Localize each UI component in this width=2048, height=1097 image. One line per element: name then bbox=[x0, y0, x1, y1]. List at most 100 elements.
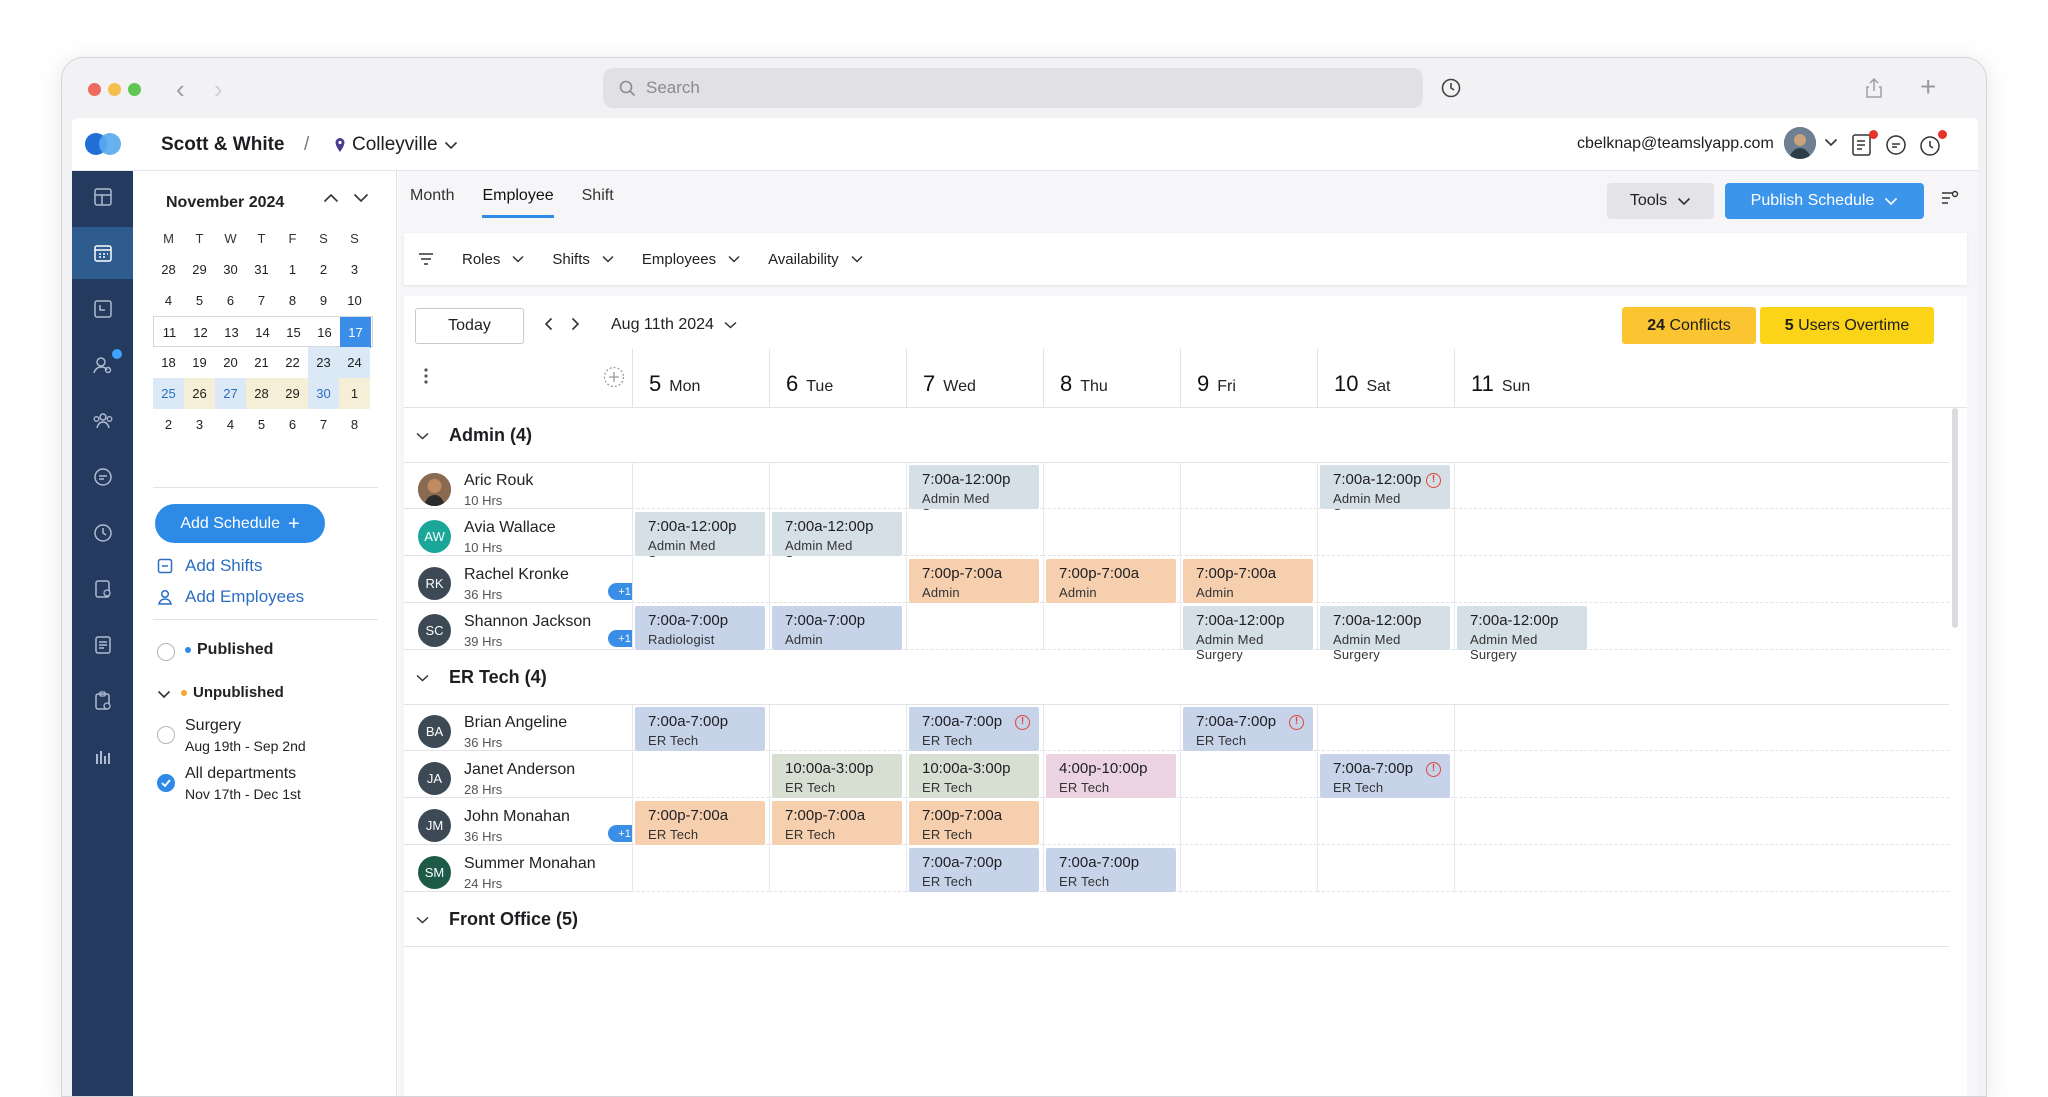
calendar-day[interactable]: 26 bbox=[184, 378, 215, 409]
calendar-day[interactable]: 6 bbox=[226, 293, 235, 308]
shift-block[interactable]: 7:00a-7:00p ER Tech! bbox=[909, 707, 1039, 751]
calendar-day[interactable]: 9 bbox=[319, 293, 328, 308]
calendar-day[interactable]: 4 bbox=[164, 293, 173, 308]
nav-messages[interactable] bbox=[72, 451, 133, 503]
day-cell[interactable] bbox=[1317, 846, 1454, 892]
add-circle-icon[interactable] bbox=[603, 366, 625, 388]
employee-name[interactable]: Aric Rouk bbox=[464, 472, 534, 489]
unpublished-section[interactable]: Unpublished bbox=[157, 684, 284, 701]
day-cell[interactable] bbox=[1454, 557, 1949, 603]
avatar[interactable]: AW bbox=[418, 520, 451, 553]
user-menu-chevron-icon[interactable] bbox=[1824, 138, 1838, 147]
calendar-day[interactable]: 18 bbox=[161, 355, 176, 370]
published-radio[interactable] bbox=[157, 643, 175, 661]
calendar-day[interactable]: 7 bbox=[257, 293, 266, 308]
day-cell[interactable] bbox=[1180, 510, 1317, 556]
filter-employees[interactable]: Employees bbox=[642, 251, 740, 268]
day-cell[interactable] bbox=[1043, 604, 1180, 650]
shift-block[interactable]: 7:00a-7:00p ER Tech! bbox=[1320, 754, 1450, 798]
employee-cell[interactable]: Aric Rouk 10 Hrs bbox=[404, 463, 702, 509]
calendar-day[interactable]: 2 bbox=[164, 417, 173, 432]
day-cell[interactable]: 7:00a-7:00p ER Tech! bbox=[1180, 705, 1317, 751]
chevron-down-icon[interactable] bbox=[416, 674, 429, 682]
filter-settings-icon[interactable] bbox=[1941, 190, 1959, 206]
day-cell[interactable] bbox=[1317, 557, 1454, 603]
filter-availability[interactable]: Availability bbox=[768, 251, 863, 268]
day-cell[interactable] bbox=[1180, 752, 1317, 798]
day-cell[interactable]: 7:00a-7:00p ER Tech bbox=[1043, 846, 1180, 892]
calendar-day[interactable]: 12 bbox=[193, 325, 208, 340]
shift-block[interactable]: 7:00p-7:00a Admin bbox=[1046, 559, 1176, 603]
chat-icon[interactable] bbox=[1883, 132, 1909, 158]
conflict-warning-icon[interactable]: ! bbox=[1289, 715, 1304, 730]
clock-icon[interactable] bbox=[1917, 132, 1943, 158]
history-clock-icon[interactable] bbox=[1440, 77, 1462, 99]
calendar-day[interactable]: 28 bbox=[161, 262, 176, 277]
day-cell[interactable] bbox=[632, 557, 769, 603]
day-cell[interactable]: 7:00p-7:00a Admin bbox=[906, 557, 1043, 603]
day-cell[interactable] bbox=[1454, 510, 1949, 556]
nav-schedule[interactable] bbox=[72, 227, 133, 279]
add-shifts-link[interactable]: Add Shifts bbox=[157, 556, 263, 576]
conflict-warning-icon[interactable]: ! bbox=[1426, 762, 1441, 777]
chevron-up-icon[interactable] bbox=[323, 193, 339, 203]
shift-block[interactable]: 7:00a-7:00p Admin bbox=[772, 606, 902, 650]
shift-block[interactable]: 7:00a-7:00p ER Tech bbox=[1046, 848, 1176, 892]
nav-users[interactable] bbox=[72, 339, 133, 391]
employee-name[interactable]: Avia Wallace bbox=[464, 519, 556, 536]
shift-block[interactable]: 7:00a-7:00p ER Tech bbox=[909, 848, 1039, 892]
conflicts-badge[interactable]: 24 Conflicts bbox=[1622, 307, 1756, 344]
chevron-right-icon[interactable] bbox=[571, 317, 580, 331]
calendar-day[interactable]: 15 bbox=[286, 325, 301, 340]
calendar-day[interactable]: 27 bbox=[215, 378, 246, 409]
day-cell[interactable] bbox=[1180, 799, 1317, 845]
calendar-day[interactable]: 10 bbox=[347, 293, 362, 308]
day-cell[interactable] bbox=[1043, 463, 1180, 509]
calendar-day[interactable]: 2 bbox=[319, 262, 328, 277]
conflict-warning-icon[interactable]: ! bbox=[1426, 473, 1441, 488]
employee-name[interactable]: Janet Anderson bbox=[464, 761, 576, 778]
shift-block[interactable]: 4:00p-10:00p ER Tech bbox=[1046, 754, 1176, 798]
calendar-day[interactable]: 17 bbox=[340, 317, 371, 348]
day-cell[interactable] bbox=[906, 604, 1043, 650]
nav-time-clock[interactable] bbox=[72, 507, 133, 559]
calendar-day[interactable]: 6 bbox=[288, 417, 297, 432]
day-cell[interactable] bbox=[769, 846, 906, 892]
schedule-item[interactable]: Surgery Aug 19th - Sep 2nd bbox=[157, 717, 306, 754]
calendar-day[interactable]: 20 bbox=[223, 355, 238, 370]
tab-shift[interactable]: Shift bbox=[581, 187, 614, 204]
employee-cell[interactable]: BA Brian Angeline 36 Hrs bbox=[404, 705, 702, 751]
avatar[interactable]: SM bbox=[418, 856, 451, 889]
day-cell[interactable]: 7:00p-7:00a ER Tech bbox=[769, 799, 906, 845]
day-cell[interactable]: 7:00a-7:00p Radiologist bbox=[632, 604, 769, 650]
employee-name[interactable]: Brian Angeline bbox=[464, 714, 568, 731]
day-cell[interactable]: 10:00a-3:00p ER Tech bbox=[906, 752, 1043, 798]
day-cell[interactable]: 7:00a-7:00p ER Tech! bbox=[906, 705, 1043, 751]
day-cell[interactable] bbox=[769, 463, 906, 509]
calendar-day[interactable]: 3 bbox=[195, 417, 204, 432]
calendar-day[interactable]: 22 bbox=[285, 355, 300, 370]
shift-block[interactable]: 10:00a-3:00p ER Tech bbox=[772, 754, 902, 798]
calendar-day[interactable]: 13 bbox=[224, 325, 239, 340]
employee-name[interactable]: John Monahan bbox=[464, 808, 570, 825]
avatar[interactable]: RK bbox=[418, 567, 451, 600]
shift-block[interactable]: 7:00p-7:00a Admin bbox=[1183, 559, 1313, 603]
day-cell[interactable]: 7:00p-7:00a Admin bbox=[1043, 557, 1180, 603]
shift-block[interactable]: 10:00a-3:00p ER Tech bbox=[909, 754, 1039, 798]
shift-block[interactable]: 7:00p-7:00a ER Tech bbox=[909, 801, 1039, 845]
calendar-day[interactable]: 21 bbox=[254, 355, 269, 370]
calendar-day[interactable]: 29 bbox=[192, 262, 207, 277]
role-group-header[interactable]: Admin (4) bbox=[404, 409, 1949, 463]
avatar[interactable]: SC bbox=[418, 614, 451, 647]
calendar-day[interactable]: 4 bbox=[226, 417, 235, 432]
nav-reports[interactable] bbox=[72, 619, 133, 671]
browser-search-bar[interactable]: Search bbox=[603, 68, 1423, 108]
